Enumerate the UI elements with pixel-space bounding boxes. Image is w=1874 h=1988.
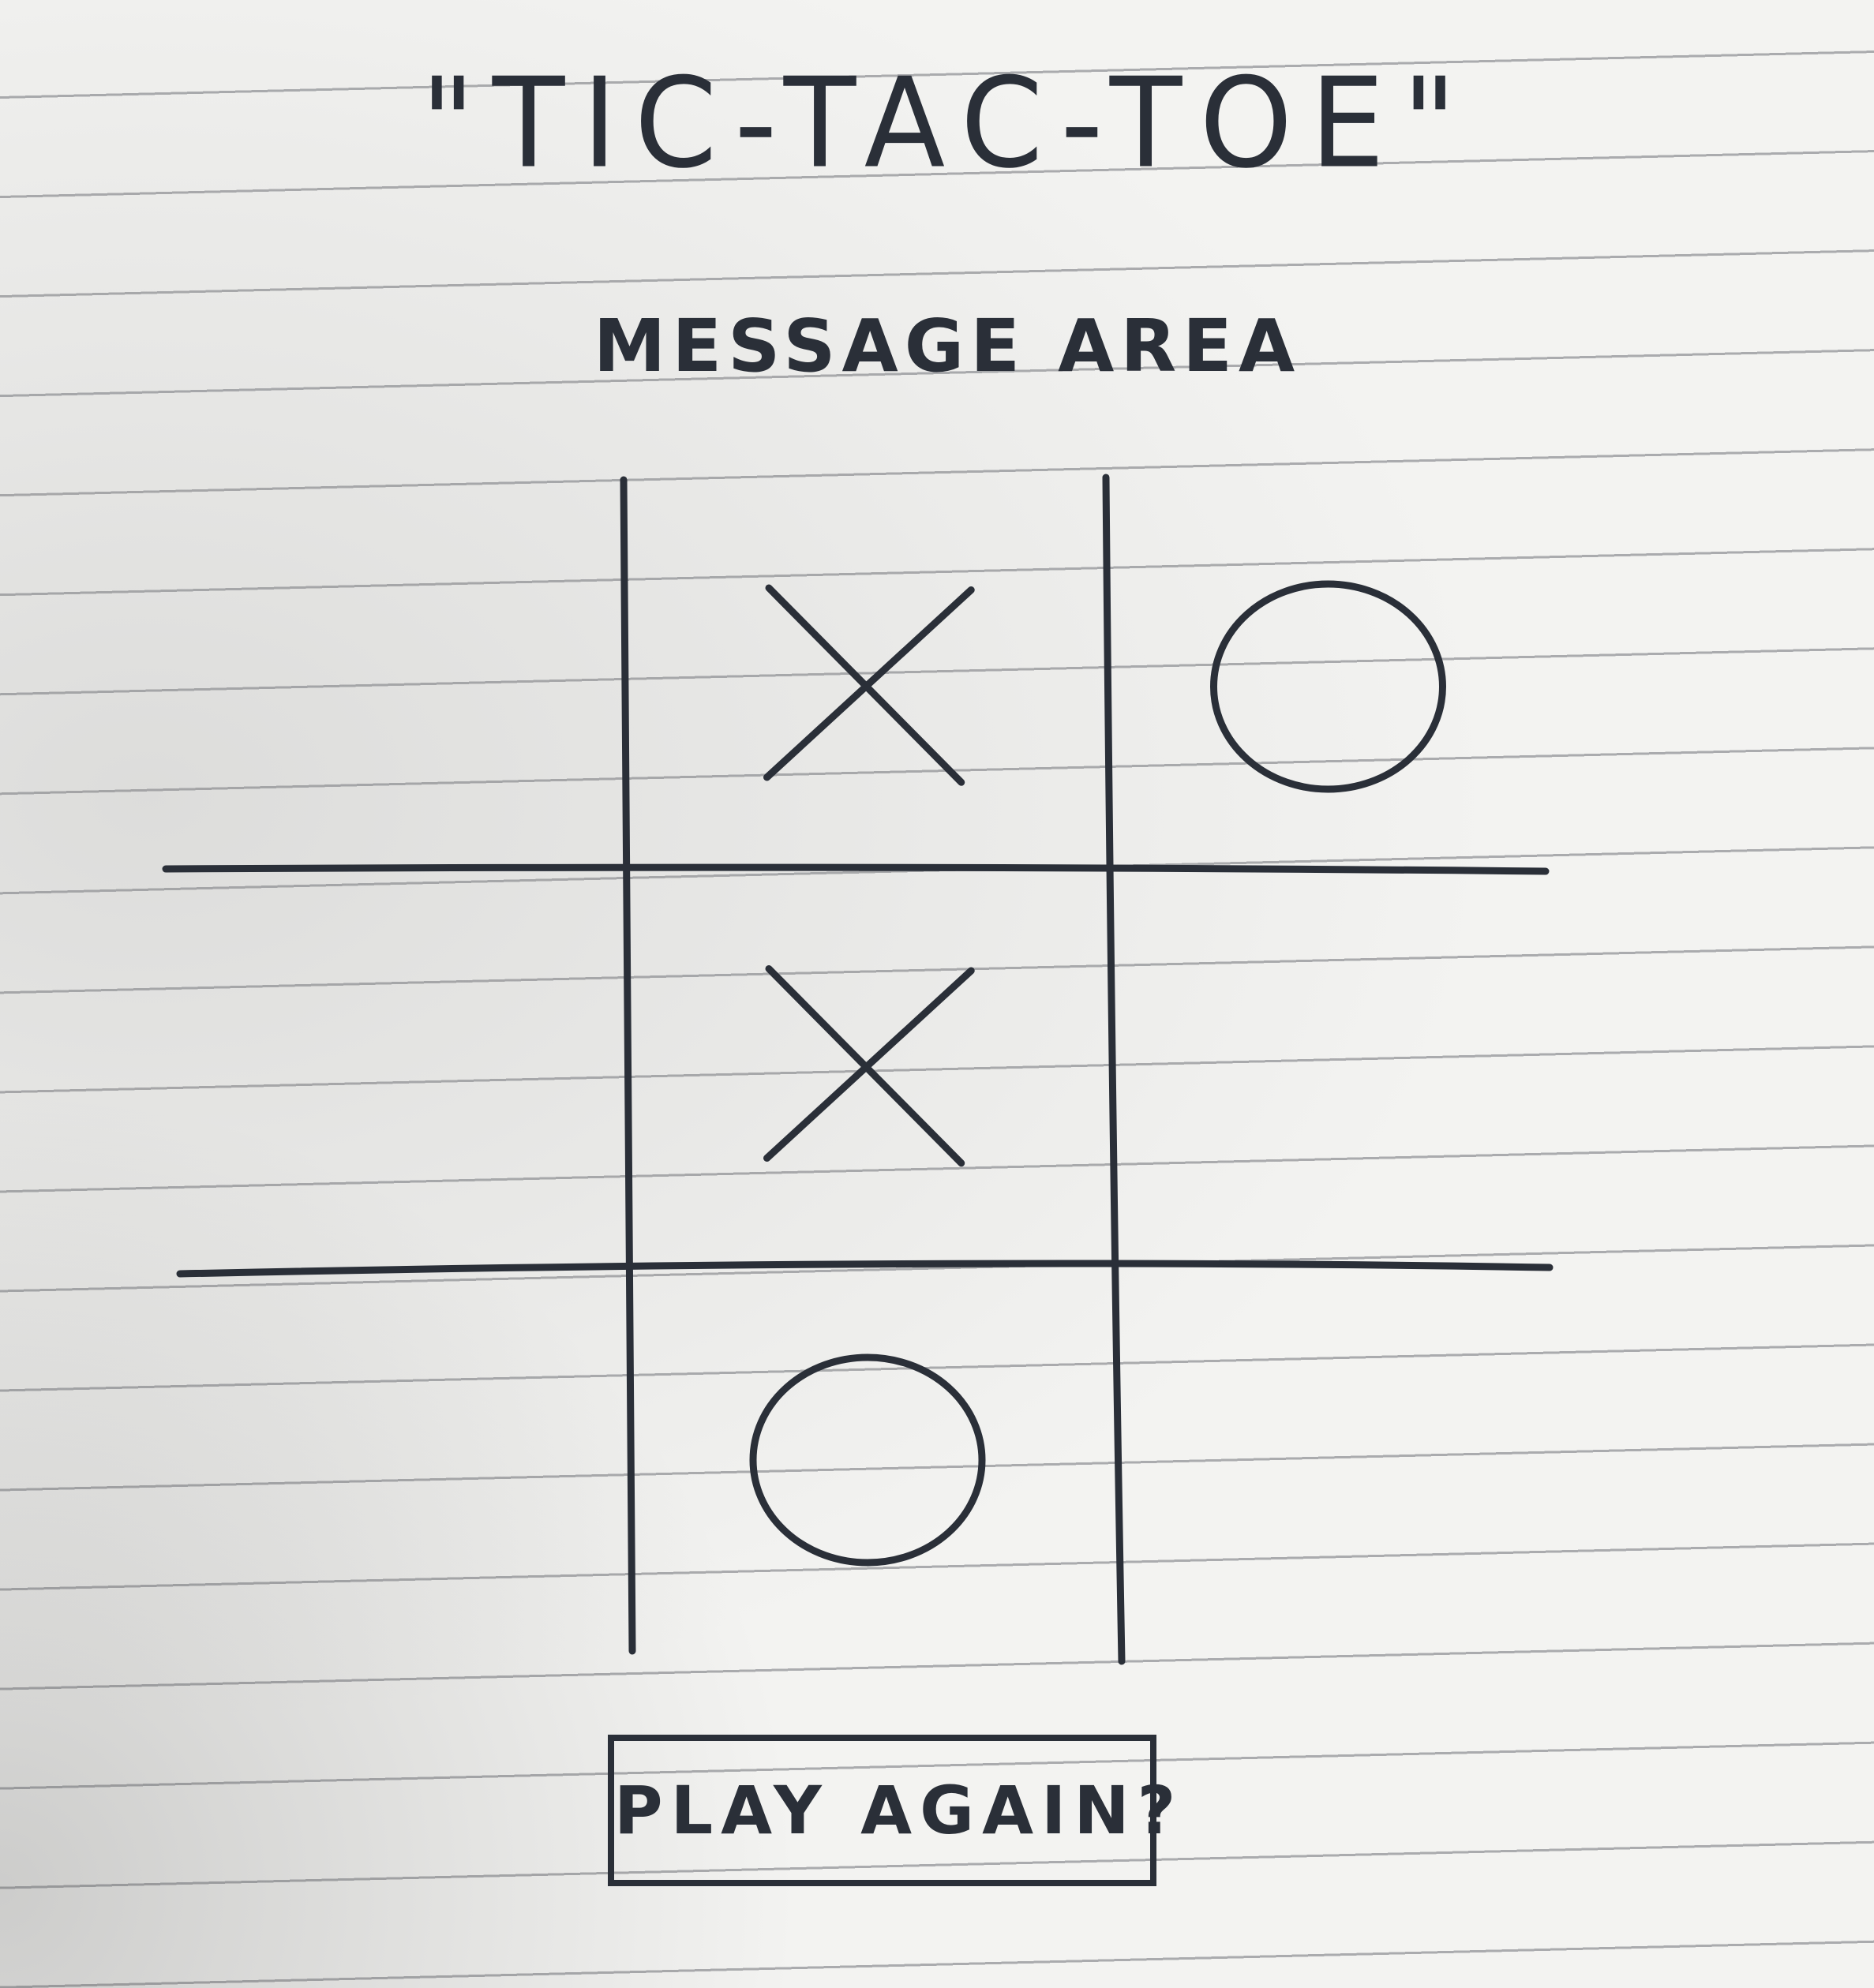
board-cell-r2-c1[interactable] [175,878,617,1257]
message-area: MESSAGE AREA [593,304,1302,388]
board-cell-r1-c2[interactable] [635,515,1100,859]
board-cell-r3-c2[interactable] [635,1276,1100,1644]
board-cell-r1-c3[interactable] [1119,515,1538,859]
board-cells [175,515,1538,1644]
app-title: "TIC-TAC-TOE" [420,51,1475,197]
board-cell-r1-c1[interactable] [175,515,617,859]
board-cell-r2-c2[interactable] [635,878,1100,1257]
play-again-label: PLAY AGAIN? [614,1772,1184,1849]
board-cell-r2-c3[interactable] [1119,878,1538,1257]
board-cell-r3-c1[interactable] [175,1276,617,1644]
play-again-button[interactable]: PLAY AGAIN? [608,1735,1184,1886]
board-cell-r3-c3[interactable] [1119,1276,1538,1644]
